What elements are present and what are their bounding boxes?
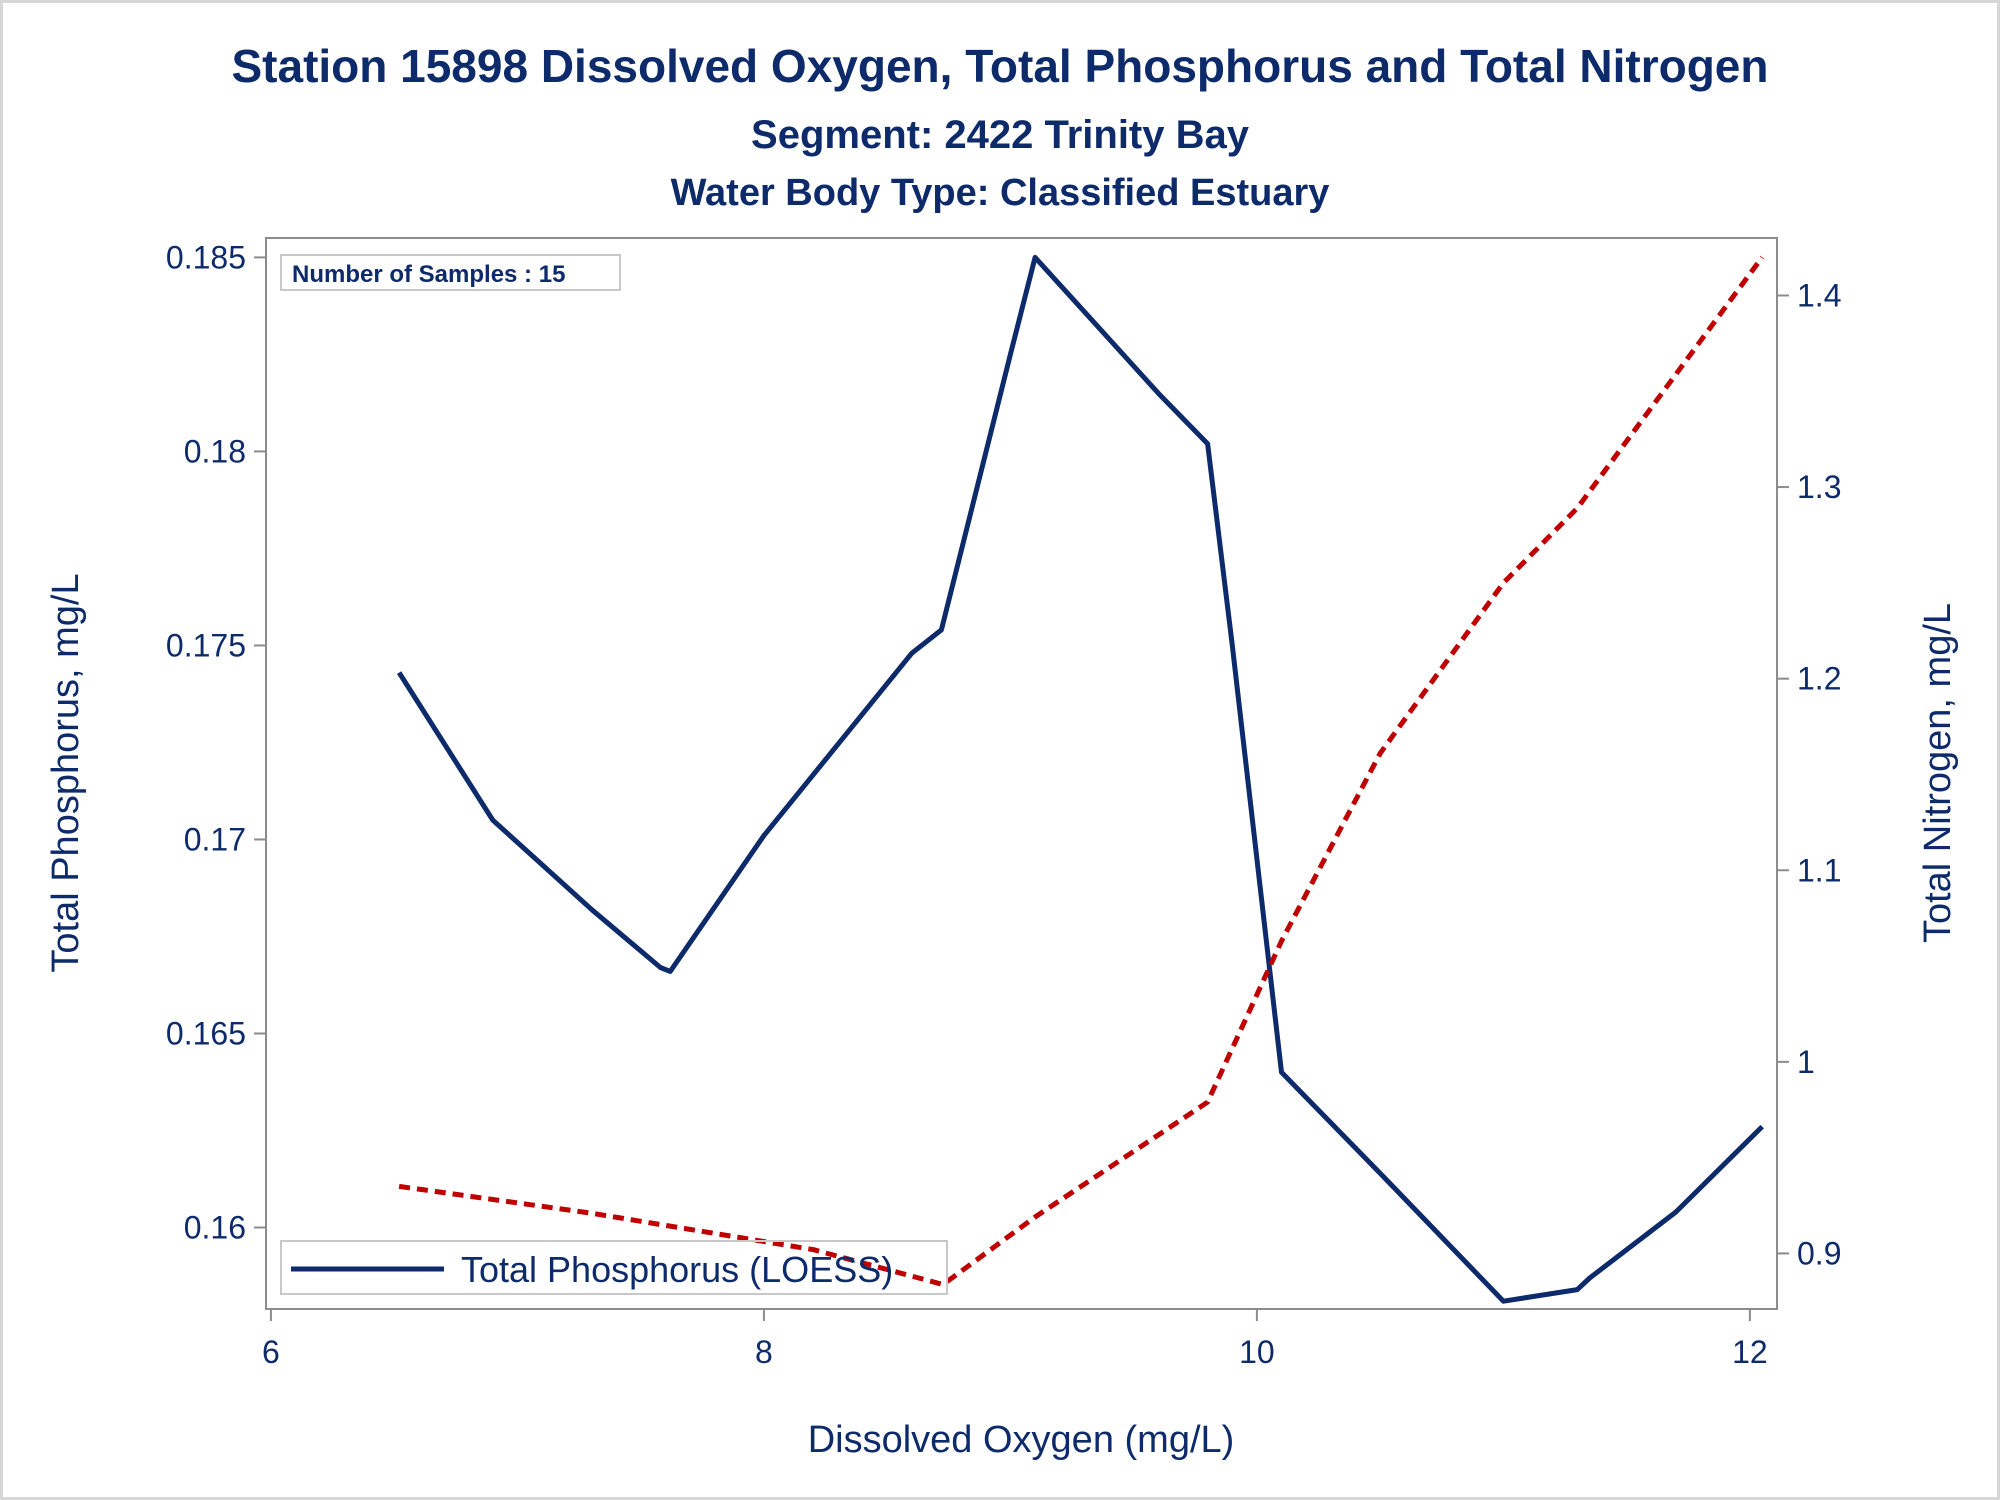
x-axis: 6 8 10 12 — [262, 1309, 1768, 1370]
x-tick-label: 6 — [262, 1334, 280, 1370]
plot-area — [265, 237, 1778, 1310]
series-line-total-nitrogen — [398, 255, 1765, 1287]
y-axis-left: 0.16 0.165 0.17 0.175 0.18 0.185 — [166, 239, 266, 1246]
y-tick-label: 0.18 — [184, 433, 246, 469]
series-line-total-phosphorus — [396, 254, 1764, 1304]
chart-subtitle: Segment: 2422 Trinity Bay — [751, 113, 1250, 157]
y2-tick-label: 1.2 — [1797, 661, 1841, 697]
y-tick-label: 0.175 — [166, 627, 246, 663]
x-tick-label: 12 — [1732, 1334, 1768, 1370]
y2-tick-label: 1.3 — [1797, 469, 1841, 505]
legend-label-total-phosphorus: Total Phosphorus (LOESS) — [461, 1249, 893, 1290]
y2-axis-label: Total Nitrogen, mg/L — [1917, 603, 1959, 943]
series-layer — [396, 254, 1765, 1304]
y-tick-label: 0.16 — [184, 1210, 246, 1246]
y-tick-label: 0.165 — [166, 1015, 246, 1051]
sample-count-annotation: Number of Samples : 15 — [292, 261, 565, 288]
y-tick-label: 0.185 — [166, 239, 246, 275]
x-axis-label: Dissolved Oxygen (mg/L) — [808, 1419, 1235, 1461]
x-tick-label: 10 — [1239, 1334, 1275, 1370]
y-tick-label: 0.17 — [184, 821, 246, 857]
y2-tick-label: 1 — [1797, 1044, 1815, 1080]
y-axis-right: 0.9 1 1.1 1.2 1.3 1.4 — [1777, 277, 1841, 1271]
chart-subtitle-water-body: Water Body Type: Classified Estuary — [671, 172, 1330, 214]
chart-title: Station 15898 Dissolved Oxygen, Total Ph… — [231, 40, 1768, 92]
y2-tick-label: 0.9 — [1797, 1235, 1841, 1271]
y2-tick-label: 1.1 — [1797, 852, 1841, 888]
annotation-box — [280, 254, 621, 291]
x-tick-label: 8 — [755, 1334, 773, 1370]
y2-tick-label: 1.4 — [1797, 277, 1841, 313]
legend-box — [280, 1240, 948, 1295]
y-axis-label: Total Phosphorus, mg/L — [45, 573, 87, 972]
